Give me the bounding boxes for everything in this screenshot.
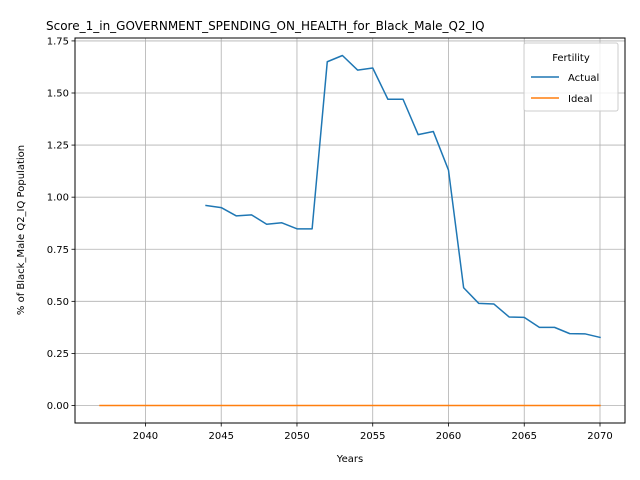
y-tick-label: 0.25: [47, 349, 69, 360]
x-tick-label: 2070: [587, 431, 612, 442]
y-tick-label: 1.25: [47, 141, 69, 152]
y-tick-label: 1.75: [47, 36, 69, 47]
legend-title: Fertility: [552, 53, 590, 64]
legend-box: [523, 42, 619, 112]
y-tick-label: 1.00: [47, 193, 69, 204]
plot-lines: [99, 54, 601, 407]
y-axis-label: % of Black_Male Q2_IQ Population: [16, 145, 27, 315]
y-tick-label: 0.50: [47, 297, 69, 308]
x-tick-label: 2060: [436, 431, 461, 442]
chart-title: Score_1_in_GOVERNMENT_SPENDING_ON_HEALTH…: [46, 19, 485, 33]
plot-frame: [74, 37, 626, 424]
x-tick-label: 2045: [208, 431, 233, 442]
legend: Fertility Actual Ideal: [523, 42, 619, 112]
y-tick-label: 0.00: [47, 401, 69, 412]
y-tick-label: 1.50: [47, 89, 69, 100]
x-tick-label: 2065: [512, 431, 537, 442]
series-line-actual: [205, 54, 601, 339]
y-tick-label: 0.75: [47, 245, 69, 256]
legend-label-ideal: Ideal: [568, 94, 592, 105]
x-tick-label: 2040: [133, 431, 158, 442]
y-axis-ticks: 0.00 0.25 0.50 0.75 1.00 1.25 1.50 1.75: [47, 36, 75, 412]
x-axis-ticks: 2040 2045 2050 2055 2060 2065 2070: [133, 423, 613, 442]
x-tick-label: 2055: [360, 431, 385, 442]
legend-label-actual: Actual: [568, 73, 599, 84]
x-axis-label: Years: [336, 454, 363, 465]
x-tick-label: 2050: [284, 431, 309, 442]
